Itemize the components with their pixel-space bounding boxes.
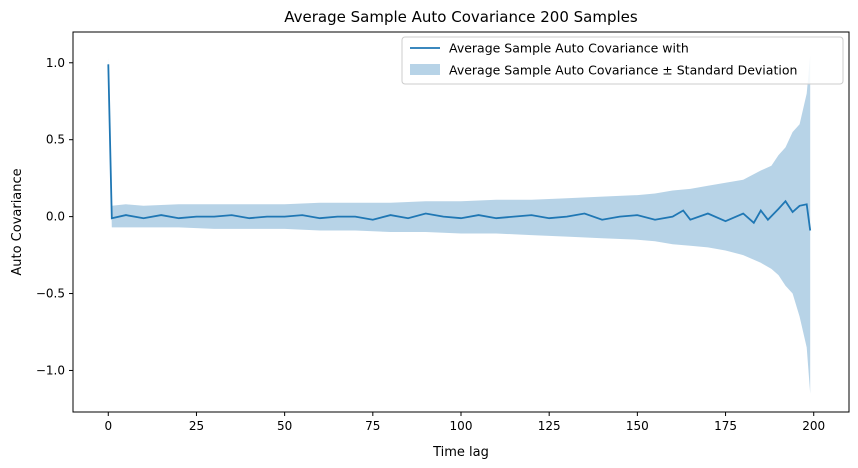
y-axis: −1.0 −0.5 0.0 0.5 1.0 bbox=[36, 56, 73, 377]
y-tick-label: −0.5 bbox=[36, 287, 65, 301]
x-tick-label: 125 bbox=[538, 419, 561, 433]
y-tick-label: 1.0 bbox=[46, 56, 65, 70]
chart-title: Average Sample Auto Covariance 200 Sampl… bbox=[284, 8, 638, 26]
x-tick-label: 200 bbox=[802, 419, 825, 433]
y-axis-label: Auto Covariance bbox=[10, 168, 25, 275]
y-tick-label: 0.5 bbox=[46, 133, 65, 147]
x-tick-label: 150 bbox=[626, 419, 649, 433]
x-tick-label: 175 bbox=[714, 419, 737, 433]
x-tick-label: 100 bbox=[450, 419, 473, 433]
x-axis: 0 25 50 75 100 125 150 175 200 bbox=[104, 412, 825, 433]
plot-frame bbox=[72, 31, 850, 413]
y-tick-label: 0.0 bbox=[46, 210, 65, 224]
std-dev-band bbox=[108, 55, 811, 394]
legend-band-swatch bbox=[410, 64, 440, 75]
legend: Average Sample Auto Covariance with Aver… bbox=[401, 36, 844, 85]
x-tick-label: 50 bbox=[277, 419, 292, 433]
mean-line bbox=[107, 64, 812, 231]
legend-box bbox=[401, 36, 844, 85]
x-axis-label: Time lag bbox=[432, 445, 489, 460]
x-tick-label: 0 bbox=[104, 419, 112, 433]
x-tick-label: 25 bbox=[189, 419, 204, 433]
plot-area bbox=[107, 55, 812, 394]
legend-label-mean: Average Sample Auto Covariance with bbox=[449, 41, 689, 56]
legend-label-band: Average Sample Auto Covariance ± Standar… bbox=[449, 63, 797, 78]
x-tick-label: 75 bbox=[365, 419, 380, 433]
y-tick-label: −1.0 bbox=[36, 363, 65, 377]
